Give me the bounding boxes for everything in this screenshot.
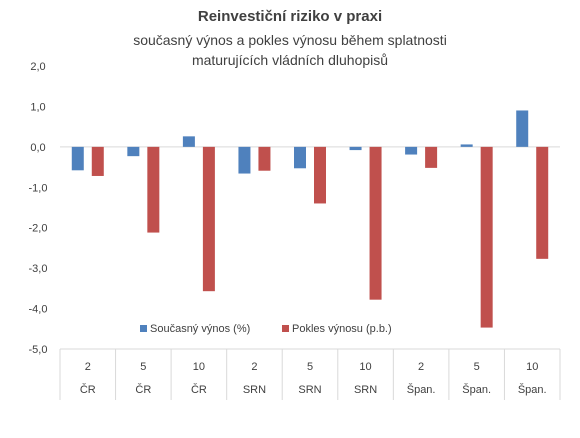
bar-current-yield bbox=[349, 146, 362, 151]
bar-current-yield bbox=[460, 144, 473, 147]
category-maturity-label: 10 bbox=[359, 361, 371, 373]
y-tick-label: -3,0 bbox=[29, 263, 48, 275]
category-maturity-label: 10 bbox=[193, 361, 205, 373]
category-country-label: ČR bbox=[135, 383, 151, 396]
category-country-label: SRN bbox=[243, 384, 266, 396]
bar-yield-drop bbox=[369, 146, 382, 300]
bar-current-yield bbox=[127, 146, 140, 157]
bar-current-yield bbox=[238, 146, 251, 174]
bar-current-yield bbox=[182, 136, 195, 147]
bar-yield-drop bbox=[314, 146, 326, 204]
category-maturity-label: 5 bbox=[474, 361, 480, 373]
category-country-label: Špan. bbox=[518, 383, 547, 396]
legend-label: Současný výnos (%) bbox=[150, 323, 250, 335]
chart-subtitle: současný výnos a pokles výnosu během spl… bbox=[133, 32, 447, 68]
bar-yield-drop bbox=[202, 146, 215, 292]
bar-yield-drop bbox=[91, 146, 104, 176]
category-maturity-label: 5 bbox=[140, 361, 146, 373]
category-maturity-label: 10 bbox=[526, 361, 538, 373]
y-tick-label: -5,0 bbox=[29, 344, 48, 356]
chart-title: Reinvestiční riziko v praxi bbox=[197, 8, 383, 25]
bar-current-yield bbox=[516, 110, 529, 147]
category-country-label: SRN bbox=[354, 384, 377, 396]
bar-yield-drop bbox=[536, 146, 549, 259]
legend-swatch bbox=[282, 325, 289, 332]
category-maturity-label: 2 bbox=[85, 361, 91, 373]
legend-label: Pokles výnosu (p.b.) bbox=[292, 323, 392, 335]
bar-current-yield bbox=[405, 146, 418, 155]
y-tick-label: 0,0 bbox=[30, 142, 45, 154]
bar-yield-drop bbox=[258, 146, 271, 171]
bar-yield-drop bbox=[425, 146, 438, 168]
y-tick-label: -2,0 bbox=[29, 223, 48, 235]
category-maturity-label: 5 bbox=[307, 361, 313, 373]
legend-swatch bbox=[140, 325, 147, 332]
bar-yield-drop bbox=[480, 146, 493, 328]
y-tick-label: -4,0 bbox=[29, 304, 48, 316]
category-maturity-label: 2 bbox=[251, 361, 257, 373]
bar-current-yield bbox=[294, 146, 306, 169]
category-country-label: ČR bbox=[80, 383, 96, 396]
category-maturity-label: 2 bbox=[418, 361, 424, 373]
y-tick-label: 1,0 bbox=[30, 101, 45, 113]
bar-yield-drop bbox=[147, 146, 160, 233]
category-country-label: ČR bbox=[191, 383, 207, 396]
y-tick-label: -1,0 bbox=[29, 182, 48, 194]
category-country-label: SRN bbox=[298, 384, 321, 396]
category-country-label: Špan. bbox=[462, 383, 491, 396]
category-country-label: Špan. bbox=[407, 383, 436, 396]
bar-current-yield bbox=[71, 146, 84, 171]
y-tick-label: 2,0 bbox=[30, 61, 45, 73]
